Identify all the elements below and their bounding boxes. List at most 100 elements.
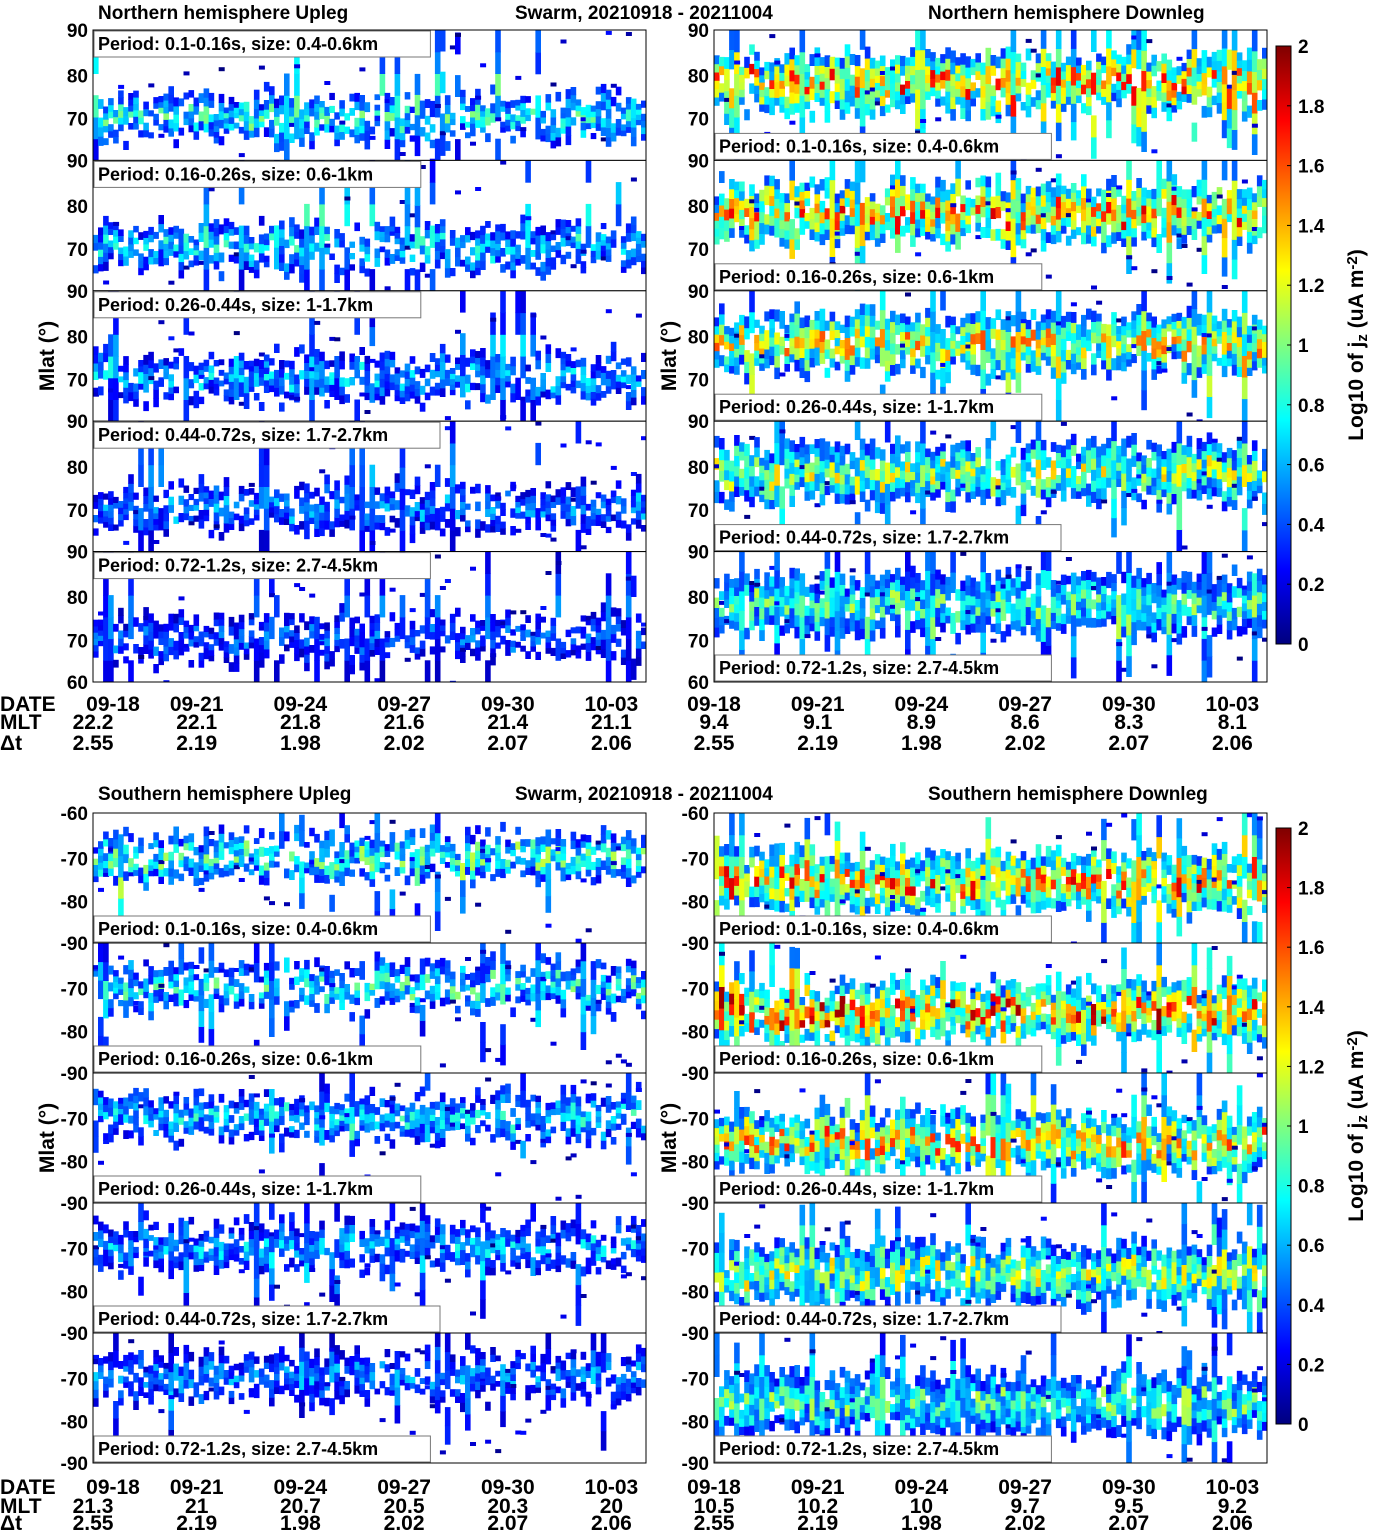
x-tick-label: 2.55 — [73, 1512, 114, 1534]
y-tick-label: -80 — [61, 1152, 88, 1173]
colorbar-tick-label: 1.8 — [1298, 879, 1324, 900]
y-tick-label: -80 — [61, 1282, 88, 1303]
y-tick-label: 80 — [67, 588, 88, 609]
x-tick-label: 09-21 — [791, 1476, 845, 1499]
period-label: Period: 0.44-0.72s, size: 1.7-2.7km — [98, 425, 388, 445]
x-tick-label: 10-03 — [1206, 1476, 1260, 1499]
colorbar-tick-label: 0 — [1298, 1415, 1309, 1436]
colorbar: 0 0.2 0.4 0.6 0.8 1 1.2 1.4 1.6 1.8 2 Log10 of jz (… — [1275, 37, 1371, 656]
colorbar-tick-label: 0.8 — [1298, 396, 1324, 417]
x-tick-label: 2.07 — [1108, 732, 1149, 755]
colorbar-tick-label: 0.4 — [1298, 515, 1325, 536]
y-tick-label: -70 — [61, 1110, 88, 1131]
x-tick-label: 21.4 — [487, 711, 528, 734]
y-tick-label: 70 — [688, 631, 709, 652]
y-tick-label: -70 — [682, 1240, 709, 1261]
x-tick-label: 1.98 — [901, 1512, 942, 1534]
y-tick-label: 70 — [688, 501, 709, 522]
y-tick-label: -70 — [61, 850, 88, 871]
colorbar-tick-label: 2 — [1298, 37, 1309, 58]
x-row-label: MLT — [0, 1495, 42, 1518]
x-tick-label: 20 — [600, 1495, 623, 1518]
x-tick-label: 09-27 — [998, 693, 1052, 716]
x-tick-label: 21.8 — [280, 711, 321, 734]
colorbar-tick-label: 0.4 — [1298, 1296, 1325, 1317]
x-tick-label: 20.7 — [280, 1495, 321, 1518]
x-tick-label: 10-03 — [1206, 693, 1260, 716]
x-tick-label: 2.19 — [797, 732, 838, 755]
period-label: Period: 0.44-0.72s, size: 1.7-2.7km — [719, 1309, 1009, 1329]
x-tick-label: 2.02 — [384, 732, 425, 755]
x-row-label: Δt — [0, 732, 22, 755]
x-tick-label: 9.1 — [803, 711, 833, 734]
y-tick-label: 90 — [67, 543, 88, 564]
colorbar-tick-label: 1 — [1298, 1117, 1309, 1138]
y-tick-label: -60 — [682, 804, 709, 825]
y-tick-label: 60 — [688, 673, 709, 694]
x-tick-label: 8.3 — [1114, 711, 1143, 734]
y-tick-label: 90 — [67, 21, 88, 42]
period-label: Period: 0.26-0.44s, size: 1-1.7km — [719, 1179, 994, 1199]
y-tick-label: -70 — [682, 850, 709, 871]
period-label: Period: 0.72-1.2s, size: 2.7-4.5km — [98, 556, 378, 576]
period-label: Period: 0.26-0.44s, size: 1-1.7km — [719, 397, 994, 417]
y-tick-label: 70 — [67, 631, 88, 652]
x-tick-label: 10.5 — [694, 1495, 735, 1518]
y-tick-label: -80 — [682, 1412, 709, 1433]
colorbar: 0 0.2 0.4 0.6 0.8 1 1.2 1.4 1.6 1.8 2 Log10 of jz (… — [1275, 819, 1371, 1436]
y-tick-label: -80 — [682, 1022, 709, 1043]
x-tick-label: 09-18 — [687, 693, 741, 716]
x-tick-label: 2.19 — [176, 732, 217, 755]
period-label: Period: 0.1-0.16s, size: 0.4-0.6km — [719, 919, 999, 939]
period-label: Period: 0.44-0.72s, size: 1.7-2.7km — [98, 1309, 388, 1329]
x-tick-label: 20.3 — [487, 1495, 528, 1518]
x-tick-label: 9.4 — [699, 711, 729, 734]
x-tick-label: 09-30 — [481, 693, 535, 716]
colorbar-tick-label: 0 — [1298, 635, 1309, 656]
period-label: Period: 0.1-0.16s, size: 0.4-0.6km — [98, 34, 378, 54]
colorbar-tick-label: 1.8 — [1298, 97, 1324, 118]
x-tick-label: 2.55 — [73, 732, 114, 755]
y-tick-label: 80 — [688, 588, 709, 609]
x-tick-label: 09-27 — [998, 1476, 1052, 1499]
x-tick-label: 1.98 — [901, 732, 942, 755]
x-tick-label: 10 — [910, 1495, 933, 1518]
y-tick-label: 90 — [67, 282, 88, 303]
x-tick-label: 21.3 — [73, 1495, 114, 1518]
x-tick-label: 09-30 — [1102, 693, 1156, 716]
y-tick-label: -90 — [682, 1064, 709, 1085]
y-tick-label: -80 — [682, 892, 709, 913]
x-tick-label: 10-03 — [585, 1476, 639, 1499]
x-tick-label: 9.7 — [1010, 1495, 1039, 1518]
x-tick-label: 2.06 — [591, 1512, 632, 1534]
y-tick-label: 90 — [688, 543, 709, 564]
y-tick-label: -70 — [682, 1110, 709, 1131]
y-tick-label: -90 — [682, 1324, 709, 1345]
colorbar-tick-label: 0.6 — [1298, 1236, 1324, 1257]
period-label: Period: 0.1-0.16s, size: 0.4-0.6km — [98, 919, 378, 939]
y-tick-label: -90 — [682, 934, 709, 955]
south-figure: Southern hemisphere Upleg Swarm, 20210918… — [0, 784, 1371, 1534]
x-tick-label: 9.5 — [1114, 1495, 1144, 1518]
y-axis-label: Mlat (°) — [658, 321, 681, 391]
colorbar-tick-label: 1.4 — [1298, 216, 1325, 237]
x-tick-label: 8.6 — [1010, 711, 1039, 734]
y-tick-label: 90 — [67, 412, 88, 433]
y-tick-label: 70 — [688, 240, 709, 261]
x-tick-label: 09-21 — [170, 1476, 224, 1499]
period-label: Period: 0.44-0.72s, size: 1.7-2.7km — [719, 528, 1009, 548]
y-tick-label: -90 — [682, 1194, 709, 1215]
y-tick-label: 70 — [67, 501, 88, 522]
x-tick-label: 09-30 — [481, 1476, 535, 1499]
x-tick-label: 09-27 — [377, 1476, 431, 1499]
x-tick-label: 09-21 — [170, 693, 224, 716]
y-tick-label: 80 — [67, 458, 88, 479]
x-tick-label: 2.06 — [591, 732, 632, 755]
colorbar-label: Log10 of jz (uA m-2) — [1344, 1030, 1371, 1222]
x-tick-label: 22.2 — [73, 711, 114, 734]
colorbar-tick-label: 2 — [1298, 819, 1309, 840]
y-tick-label: -90 — [61, 934, 88, 955]
x-tick-label: 10-03 — [585, 693, 639, 716]
x-tick-label: 2.07 — [487, 732, 528, 755]
